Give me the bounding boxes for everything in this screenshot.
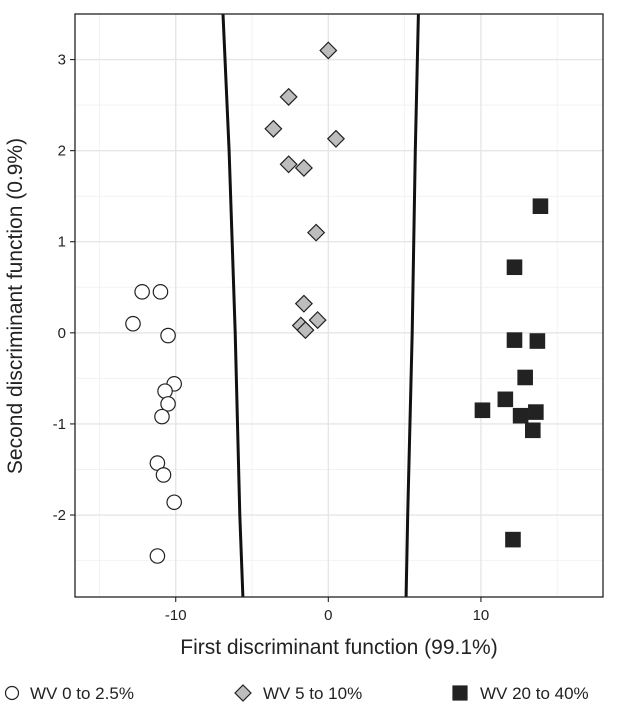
points-layer [125,41,549,564]
decision-boundary-1 [221,13,245,598]
point-diamond [308,311,327,330]
point-square [529,333,546,349]
point-diamond [307,223,326,242]
point-circle [125,315,141,332]
y-tick-label: 2 [58,143,66,160]
legend-label-series-2: WV 5 to 10% [263,684,362,703]
legend-label-series-3: WV 20 to 40% [480,684,589,703]
point-square [532,198,549,215]
legend: WV 0 to 2.5% WV 5 to 10% WV 20 to 40% [4,684,589,703]
point-circle [154,408,170,425]
decision-boundary-2 [404,13,420,598]
legend-marker-square [452,685,468,701]
point-diamond [279,87,298,106]
point-circle [157,383,173,399]
point-diamond [294,294,313,313]
y-tick-label: -2 [53,507,66,524]
x-tick-label: 0 [324,607,332,624]
boundary-layer [221,13,420,598]
point-diamond [326,129,345,148]
point-square [474,402,491,419]
point-circle [155,467,172,483]
point-diamond [319,41,338,60]
point-circle [134,284,150,300]
y-tick-label: 3 [58,52,66,69]
legend-label-series-1: WV 0 to 2.5% [30,684,134,703]
point-circle [160,327,176,344]
legend-marker-circle [4,685,20,701]
x-tick-label: -10 [165,607,187,624]
grid-layer [75,14,603,597]
point-diamond [264,119,283,138]
y-tick-label: 1 [58,234,66,251]
y-tick-label: -1 [53,416,66,433]
x-tick-label: 10 [473,607,490,624]
point-square [506,259,523,276]
point-square [505,531,521,548]
point-diamond [296,321,315,340]
point-square [506,332,523,348]
point-circle [166,494,182,511]
point-square [517,369,533,386]
point-circle [149,548,166,564]
point-diamond [279,155,298,174]
point-square [512,407,529,424]
point-square [528,404,544,420]
y-axis-title: Second discriminant function (0.9%) [4,138,27,474]
point-square [497,391,514,408]
point-circle [152,284,169,300]
point-circle [160,396,176,412]
plot-frame [74,13,604,598]
point-square [525,422,541,439]
point-diamond [294,158,313,177]
legend-marker-diamond [234,684,252,702]
y-tick-label: 0 [58,325,66,342]
x-axis-title: First discriminant function (99.1%) [180,636,497,659]
